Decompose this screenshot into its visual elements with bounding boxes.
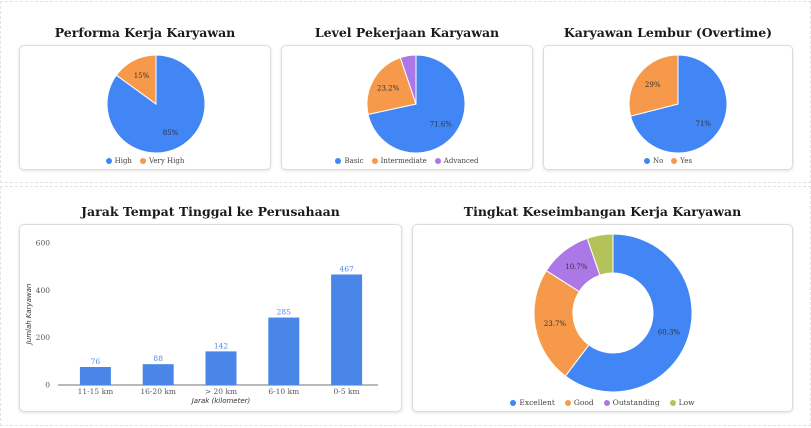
performa-pie: 85% 15% [106,54,206,154]
bar-value-label: 467 [339,264,354,273]
lembur-slice-yes [628,54,679,117]
jarak-card: 0 200 400 600 76 11-15 km 88 16-20 km 142 > 20 km… [19,224,402,412]
legend-dot [510,399,517,406]
legend-item-no: No [643,157,664,165]
performa-card: 85% 15% High Very High [19,45,271,170]
y-tick-label: 200 [36,333,51,342]
jarak-title: Jarak Tempat Tinggal ke Perusahaan [81,204,340,219]
bar-2 [205,351,237,385]
legend-item-yes: Yes [671,157,692,165]
bar-value-label: 142 [214,341,229,350]
legend-label: Excellent [519,398,555,407]
legend-label: Intermediate [380,157,427,165]
x-tick-label: 6-10 km [268,387,299,396]
legend-label: Outstanding [612,398,660,407]
legend-item-low: Low [669,398,695,407]
legend-label: High [114,157,132,165]
legend-item-intermediate: Intermediate [371,157,427,165]
legend-label: Basic [344,157,364,165]
lembur-slice-label: 29% [645,81,661,89]
bar-value-label: 76 [91,357,101,366]
legend-dot [603,399,610,406]
x-tick-label: 11-15 km [78,387,114,396]
x-axis-title: Jarak (kilometer) [190,397,251,405]
x-tick-label: > 20 km [205,387,237,396]
y-tick-label: 0 [45,381,50,390]
legend-item-good: Good [564,398,594,407]
level-slice-label: 71.6% [430,121,453,129]
legend-item-basic: Basic [335,157,364,165]
legend-item-high: High [105,157,132,165]
bar-value-label: 88 [153,354,163,363]
legend-dot [669,399,676,406]
keseimbangan-slice-label: 23.7% [544,320,567,328]
y-axis-title: Jumlah Karyawan [25,284,33,347]
legend-label: Advanced [443,157,479,165]
keseimbangan-card: 60.3% 23.7% 10.7% Excellent Good Outstanding… [412,224,793,412]
level-pie: 71.6% 23.2% [366,54,466,154]
keseimbangan-donut: 60.3% 23.7% 10.7% [533,233,693,393]
lembur-card: 71% 29% No Yes [543,45,793,170]
keseimbangan-slice-low [586,233,614,276]
y-tick-label: 400 [36,286,51,295]
legend-dot [105,158,112,164]
performa-slice-label: 85% [163,129,179,137]
level-slice-intermediate [366,56,417,115]
legend-label: Low [678,398,695,407]
lembur-legend: No Yes [544,157,792,165]
jarak-bar-chart: 0 200 400 600 76 11-15 km 88 16-20 km 142 > 20 km… [25,239,378,405]
level-slice-basic [367,54,466,154]
keseimbangan-slice-label: 60.3% [658,328,681,336]
level-slice-label: 23.2% [377,85,400,93]
bar-3 [268,317,300,385]
x-tick-label: 0-5 km [334,387,360,396]
level-slice-advanced [399,54,417,105]
performa-title: Performa Kerja Karyawan [54,25,236,40]
level-title: Level Pekerjaan Karyawan [314,25,500,40]
lembur-pie: 71% 29% [628,54,728,154]
lembur-title: Karyawan Lembur (Overtime) [563,25,773,40]
performa-slice-label: 15% [134,72,150,80]
legend-dot [335,158,342,164]
legend-item-advanced: Advanced [434,157,479,165]
level-card: 71.6% 23.2% Basic Intermediate Advanced [281,45,533,170]
legend-dot [434,158,441,164]
lembur-slice-label: 71% [696,120,712,128]
bar-1 [142,364,174,385]
bar-0 [79,367,111,385]
performa-slice-very-high [115,54,157,105]
keseimbangan-legend: Excellent Good Outstanding Low [413,398,792,407]
legend-label: Good [573,398,594,407]
legend-label: No [652,157,664,165]
legend-label: Very High [148,157,185,165]
legend-item-very-high: Very High [139,157,185,165]
keseimbangan-title: Tingkat Keseimbangan Kerja Karyawan [463,204,742,219]
legend-dot [139,158,146,164]
legend-dot [371,158,378,164]
level-legend: Basic Intermediate Advanced [282,157,532,165]
keseimbangan-slice-label: 10.7% [565,263,588,271]
performa-legend: High Very High [20,157,270,165]
legend-dot [564,399,571,406]
lembur-slice-no [629,54,728,154]
x-tick-label: 16-20 km [140,387,176,396]
y-tick-label: 600 [36,239,51,248]
legend-dot [671,158,678,164]
legend-dot [643,158,650,164]
bar-value-label: 285 [277,308,292,317]
keseimbangan-slice-excellent [564,233,693,393]
legend-label: Yes [680,157,693,165]
bar-4 [331,274,363,385]
legend-item-outstanding: Outstanding [603,398,660,407]
legend-item-excellent: Excellent [510,398,555,407]
